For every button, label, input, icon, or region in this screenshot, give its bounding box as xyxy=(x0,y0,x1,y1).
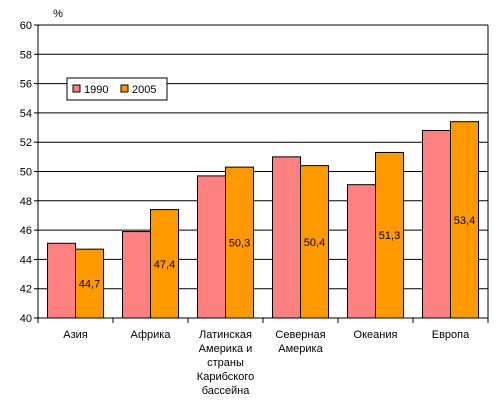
y-tick-label: 48 xyxy=(20,196,32,208)
y-tick-label: 58 xyxy=(20,49,32,61)
category-label: бассейна xyxy=(202,385,251,397)
bar-1990-5 xyxy=(422,129,451,319)
x-axis: Азия Африка Латинская Америка и страны Карибс… xyxy=(37,317,489,397)
data-label: 44,7 xyxy=(79,279,100,291)
data-label: 51,3 xyxy=(379,230,400,242)
bar-2005-4 xyxy=(375,151,404,319)
legend: 1990 2005 xyxy=(66,77,168,101)
bar-2005-3 xyxy=(300,165,329,319)
category-label: Карибского xyxy=(197,371,254,383)
category-label: Европа xyxy=(432,329,470,341)
y-axis: 40 42 44 46 48 50 52 54 56 58 60 xyxy=(20,20,489,325)
legend-box xyxy=(66,77,168,101)
category-label: Латинская xyxy=(199,329,252,341)
y-tick-label: 60 xyxy=(20,20,32,32)
y-tick-label: 42 xyxy=(20,284,32,296)
bar-2005-2 xyxy=(225,166,254,319)
legend-label: 2005 xyxy=(132,84,156,96)
y-tick-label: 44 xyxy=(20,254,32,266)
gridlines xyxy=(38,24,488,319)
bar-1990-2 xyxy=(197,175,226,319)
category-label: Америка xyxy=(278,343,323,355)
data-label: 53,4 xyxy=(454,215,475,227)
data-label: 50,4 xyxy=(304,237,325,249)
bar-1990-4 xyxy=(347,184,376,319)
y-tick-label: 54 xyxy=(20,108,32,120)
legend-swatch-1990 xyxy=(72,84,81,93)
category-label: страны xyxy=(207,357,244,369)
category-label: Африка xyxy=(131,329,172,341)
bar-1990-3 xyxy=(272,156,301,319)
category-label: Океания xyxy=(354,329,398,341)
data-label: 50,3 xyxy=(229,238,250,250)
bar-2005-1 xyxy=(150,209,179,319)
category-label: Азия xyxy=(63,329,88,341)
category-label: Северная xyxy=(275,329,325,341)
y-tick-label: 40 xyxy=(20,313,32,325)
category-label: Америка и xyxy=(199,343,253,355)
legend-label: 1990 xyxy=(84,84,108,96)
bar-1990-0 xyxy=(47,242,76,319)
bar-2005-5 xyxy=(450,121,479,319)
legend-swatch-2005 xyxy=(120,84,129,93)
y-tick-label: 56 xyxy=(20,79,32,91)
y-tick-label: 50 xyxy=(20,167,32,179)
bars: 44,7 47,4 50,3 50,4 51,3 53,4 xyxy=(47,121,479,319)
y-tick-label: 52 xyxy=(20,137,32,149)
data-label: 47,4 xyxy=(154,259,175,271)
y-tick-label: 46 xyxy=(20,225,32,237)
bar-1990-1 xyxy=(122,231,151,319)
y-unit-label: % xyxy=(53,8,63,20)
